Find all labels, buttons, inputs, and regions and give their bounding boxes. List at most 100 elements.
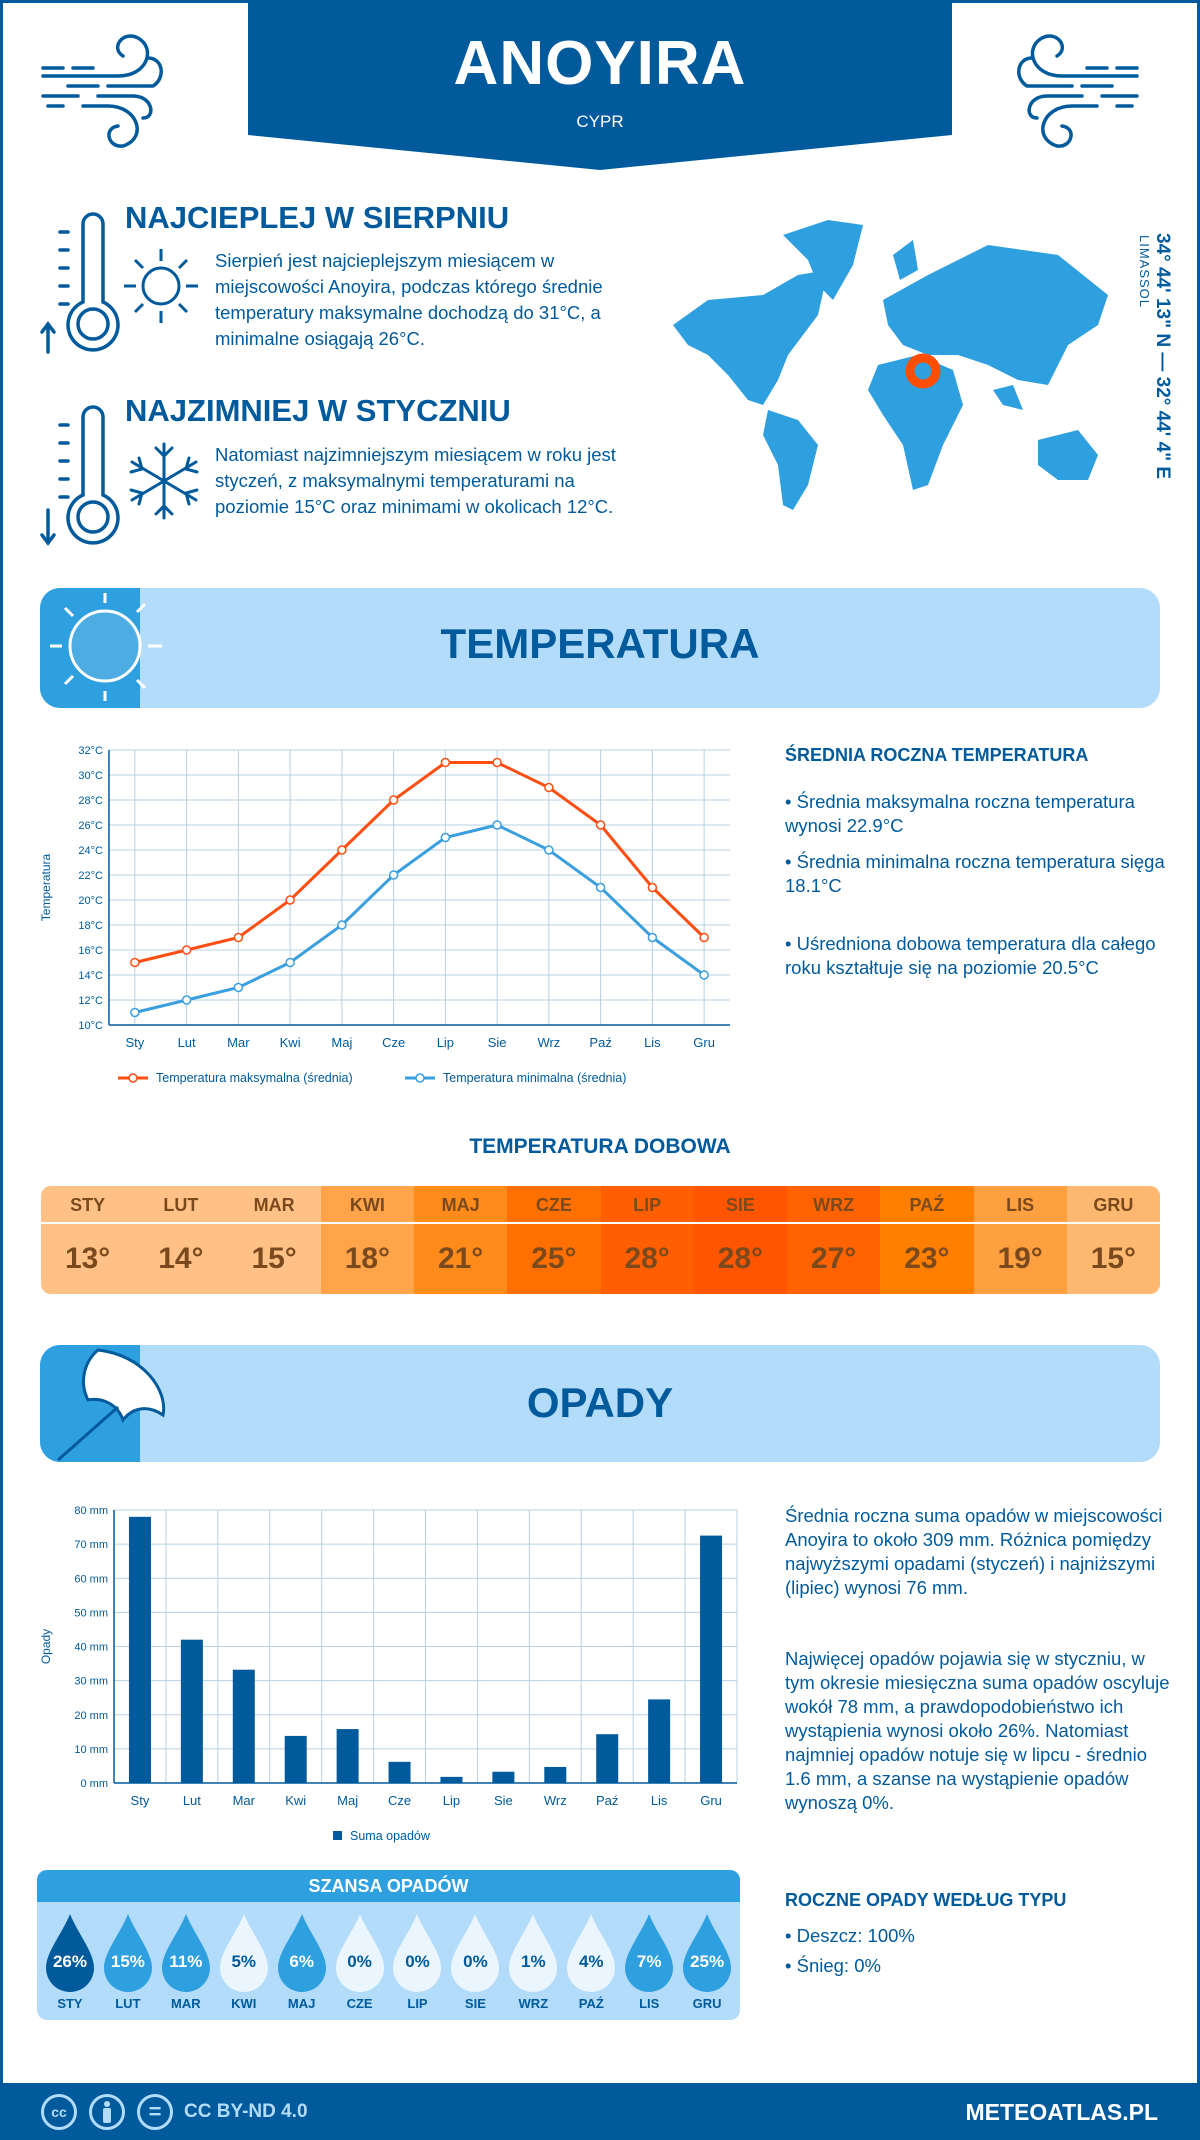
legend-marker xyxy=(128,1073,138,1083)
daily-temp-cell: SIE 28° xyxy=(693,1186,787,1294)
raindrop-icon xyxy=(509,1914,558,1992)
coordinates-label: 34° 44' 13" N — 32° 44' 4" E xyxy=(1152,233,1173,480)
y-tick-label: 18°C xyxy=(78,920,103,932)
y-axis-title: Temperatura xyxy=(39,853,53,921)
precip-chance-month: LIP xyxy=(407,1996,428,2011)
x-tick-label: Sie xyxy=(494,1793,513,1808)
raindrop-icon xyxy=(45,1914,94,1992)
y-tick-label: 70 mm xyxy=(74,1539,108,1551)
x-tick-label: Gru xyxy=(693,1035,715,1050)
x-tick-label: Lut xyxy=(183,1793,201,1808)
precip-chance-value: 15% xyxy=(110,1952,145,1971)
no-derivatives-icon: = xyxy=(137,2094,173,2130)
daily-temp-value: 23° xyxy=(904,1242,950,1275)
data-point xyxy=(595,882,606,893)
precip-chance-value: 0% xyxy=(463,1952,488,1971)
daily-temp-cell: LUT 14° xyxy=(134,1186,228,1294)
daily-temp-month: CZE xyxy=(507,1186,601,1224)
coldest-heading: NAJZIMNIEJ W STYCZNIU xyxy=(125,393,511,428)
header-banner xyxy=(248,0,952,170)
daily-temp-table: STY 13° LUT 14° MAR 15° KWI 18° MAJ 21° CZE 25° LIP 2… xyxy=(41,1186,1160,1294)
daily-temp-month: MAJ xyxy=(414,1186,508,1224)
bar xyxy=(232,1669,255,1783)
y-tick-label: 60 mm xyxy=(74,1573,108,1585)
raindrop-icon xyxy=(393,1914,442,1992)
y-tick-label: 22°C xyxy=(78,870,103,882)
x-tick-label: Wrz xyxy=(537,1035,560,1050)
precip-summary: Średnia roczna suma opadów w miejscowośc… xyxy=(785,1505,1163,1598)
precip-section-banner: OPADY xyxy=(40,1345,1160,1462)
data-point xyxy=(440,832,451,843)
bar xyxy=(700,1535,723,1783)
bar xyxy=(336,1729,359,1783)
y-tick-label: 80 mm xyxy=(74,1505,108,1517)
data-point xyxy=(337,845,347,855)
precip-chance-month: MAR xyxy=(171,1996,201,2011)
data-point xyxy=(233,982,244,993)
precip-chance-value: 5% xyxy=(231,1952,257,1971)
x-tick-label: Lis xyxy=(651,1793,668,1808)
y-tick-label: 20 mm xyxy=(74,1710,108,1722)
raindrop-icon xyxy=(219,1914,268,1992)
data-point xyxy=(388,870,399,880)
raindrop-icon xyxy=(161,1914,210,1992)
legend-label: Temperatura maksymalna (średnia) xyxy=(156,1071,353,1085)
precip-chance-item: 1% WRZ xyxy=(504,1902,562,2020)
daily-temp-value: 28° xyxy=(717,1242,764,1275)
daily-temp-month: LIP xyxy=(600,1186,694,1224)
precip-chance-month: SIE xyxy=(464,1996,486,2011)
data-point xyxy=(544,845,554,855)
precip-chance-value: 0% xyxy=(405,1952,430,1971)
y-tick-label: 40 mm xyxy=(74,1642,108,1654)
data-point xyxy=(285,895,295,905)
daily-temp-value: 25° xyxy=(531,1242,577,1275)
daily-temp-heading: TEMPERATURA DOBOWA xyxy=(469,1135,731,1158)
y-tick-label: 10°C xyxy=(78,1020,103,1032)
site-link[interactable]: METEOATLAS.PL xyxy=(965,2099,1158,2125)
data-point xyxy=(492,757,502,768)
umbrella-icon xyxy=(57,1348,166,1462)
wind-icon xyxy=(1017,34,1139,148)
bar xyxy=(596,1734,619,1783)
y-tick-label: 12°C xyxy=(78,995,103,1007)
data-point xyxy=(699,932,709,943)
y-tick-label: 24°C xyxy=(78,845,103,857)
x-tick-label: Paź xyxy=(596,1793,618,1808)
x-tick-label: Lut xyxy=(178,1035,196,1050)
precip-chance-item: 5% KWI xyxy=(215,1902,273,2020)
x-tick-label: Sty xyxy=(125,1035,144,1050)
coldest-text: Natomiast najzimniejszym miesiącem w rok… xyxy=(215,444,616,517)
snowflake-icon xyxy=(129,442,199,520)
data-point xyxy=(285,957,295,968)
precip-chance-item: 0% LIP xyxy=(389,1902,447,2020)
x-tick-label: Lip xyxy=(437,1035,454,1050)
daily-temp-value: 21° xyxy=(437,1242,484,1275)
region-label: LIMASSOL xyxy=(1137,235,1152,309)
precip-chance-item: 0% CZE xyxy=(331,1902,389,2020)
y-tick-label: 30 mm xyxy=(74,1676,108,1688)
temperature-section-banner: TEMPERATURA xyxy=(40,588,1160,708)
daily-temp-month: WRZ xyxy=(787,1186,881,1224)
attribution-icon xyxy=(89,2094,125,2130)
data-point xyxy=(544,782,554,793)
daily-temp-month: LIS xyxy=(973,1186,1067,1224)
wind-icon xyxy=(41,34,163,148)
data-point xyxy=(647,882,658,893)
daily-temp-value: 13° xyxy=(64,1242,111,1275)
data-point xyxy=(647,932,658,943)
section-title: OPADY xyxy=(526,1379,674,1426)
daily-temp-cell: PAŹ 23° xyxy=(880,1186,974,1294)
precip-chance-month: STY xyxy=(57,1996,83,2011)
x-tick-label: Cze xyxy=(388,1793,411,1808)
data-point xyxy=(699,970,709,980)
raindrop-icon xyxy=(625,1914,674,1992)
bar xyxy=(648,1699,671,1783)
precip-chance-month: GRU xyxy=(692,1996,722,2011)
y-tick-label: 28°C xyxy=(78,795,103,807)
y-tick-label: 16°C xyxy=(78,945,103,957)
y-tick-label: 50 mm xyxy=(74,1607,108,1619)
y-tick-label: 0 mm xyxy=(81,1778,109,1790)
x-tick-label: Kwi xyxy=(285,1793,306,1808)
thermometer-down-icon xyxy=(40,405,120,546)
precip-chance-item: 26% STY xyxy=(41,1902,99,2020)
